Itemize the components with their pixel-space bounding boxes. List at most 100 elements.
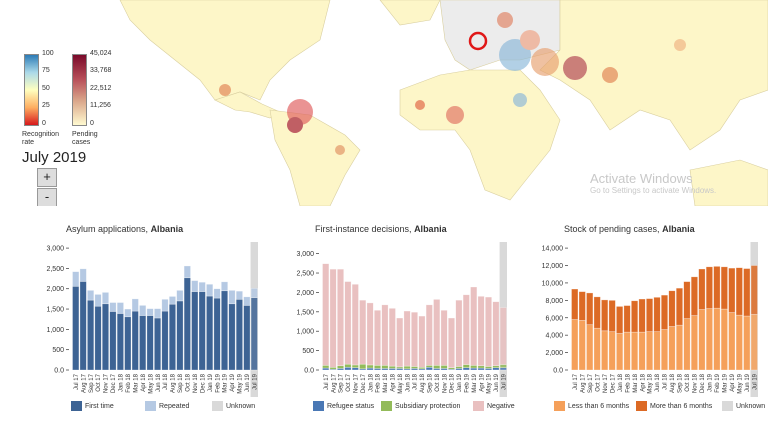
legend-swatch: [636, 401, 647, 411]
bar-segment: [336, 365, 344, 369]
bar-segment: [396, 317, 404, 368]
bar-segment: [79, 268, 87, 282]
y-tick-label: 1,500: [46, 307, 64, 314]
zoom-in-button[interactable]: +: [37, 168, 57, 187]
africa-landmass[interactable]: [399, 69, 561, 201]
bar-segment: [168, 303, 176, 371]
bar-segment: [743, 315, 751, 371]
x-tick-label: Mar 19: [472, 373, 478, 392]
zoom-out-button[interactable]: -: [37, 188, 57, 206]
bar-segment: [578, 320, 586, 371]
legend-tick: 45,024: [90, 50, 112, 57]
x-tick-label: Dec 18: [700, 373, 706, 393]
y-tick-label: 4,000: [545, 333, 563, 340]
greenland-landmass[interactable]: [379, 0, 441, 26]
bar-segment: [638, 298, 646, 333]
bar-segment: [720, 266, 728, 310]
bar-segment: [344, 281, 352, 365]
x-tick-label: Aug 18: [670, 373, 676, 393]
x-tick-label: Jul 17: [74, 373, 80, 390]
x-tick-label: Sep 18: [678, 373, 684, 393]
x-tick-label: Jun 18: [405, 373, 411, 392]
x-tick-label: Jul 17: [324, 373, 330, 390]
x-tick-label: Aug 18: [420, 373, 426, 393]
bar-segment: [713, 266, 721, 309]
x-tick-label: Sep 17: [89, 373, 95, 393]
x-tick-label: Jan 18: [618, 373, 624, 392]
legend-tick: 50: [42, 85, 50, 92]
bar-segment: [351, 367, 359, 371]
bar-segment: [593, 327, 601, 371]
chart-title: Asylum applications, Albania: [66, 224, 183, 234]
bar-segment: [191, 291, 199, 371]
map-canvas[interactable]: [0, 0, 768, 206]
bar-segment: [623, 305, 631, 333]
bar-segment: [418, 315, 426, 368]
bar-segment: [425, 366, 433, 371]
x-tick-label: Apr 19: [730, 373, 736, 391]
x-tick-label: Nov 17: [104, 373, 110, 393]
bar-segment: [94, 294, 102, 307]
selected-country-marker[interactable]: [468, 31, 488, 51]
bar-segment: [139, 305, 147, 316]
bar-segment: [79, 281, 87, 371]
bar-segment: [403, 310, 411, 367]
x-tick-label: Feb 19: [715, 373, 721, 392]
x-tick-label: Nov 17: [354, 373, 360, 393]
legend-repeated[interactable]: Repeated: [145, 401, 189, 411]
legend-subsidiary-protection[interactable]: Subsidiary protection: [381, 401, 460, 411]
legend-negative[interactable]: Negative: [473, 401, 515, 411]
pending-cases-chart: Stock of pending cases, Albania 14,000 12…: [518, 215, 768, 424]
bar-segment: [586, 292, 594, 326]
y-tick-label: 0.0: [54, 368, 64, 375]
bar-segment: [351, 283, 359, 366]
legend-swatch: [473, 401, 484, 411]
bar-segment: [608, 300, 616, 332]
bar-segment: [477, 365, 485, 369]
watermark-line: Activate Windows: [590, 171, 693, 186]
bar-segment: [124, 308, 132, 318]
south-america-landmass[interactable]: [269, 109, 361, 206]
y-tick-label: 500: [52, 347, 64, 354]
bar-segment: [705, 266, 713, 309]
chart-title: First-instance decisions, Albania: [315, 224, 447, 234]
x-tick-label: Oct 17: [346, 373, 352, 391]
bar-segment: [381, 304, 389, 366]
bar-segment: [101, 292, 110, 305]
legend-refugee-status[interactable]: Refugee status: [313, 401, 374, 411]
bar-segment: [243, 296, 251, 306]
legend-unknown[interactable]: Unknown: [212, 401, 255, 411]
x-tick-label: Aug 18: [171, 373, 177, 393]
bar-segment: [660, 294, 669, 330]
australia-landmass[interactable]: [689, 159, 768, 206]
legend-tick: 0: [42, 120, 46, 127]
x-tick-label: Jan 19: [208, 373, 214, 392]
x-tick-label: Nov 18: [193, 373, 199, 393]
x-tick-label: Sep 18: [178, 373, 184, 393]
bar-segment: [191, 280, 199, 292]
bar-segment: [329, 268, 337, 368]
x-tick-label: Mar 19: [223, 373, 229, 392]
bar-segment: [139, 315, 147, 371]
legend-label: Refugee status: [327, 402, 375, 410]
bar-segment: [425, 304, 433, 366]
windows-activation-watermark: Activate Windows Go to Settings to activa…: [590, 172, 716, 196]
legend-label: Subsidiary protection: [395, 402, 461, 410]
chart-title-text: Stock of pending cases,: [564, 224, 660, 234]
bar-segment: [608, 331, 616, 371]
y-tick-label: 2,000: [46, 286, 64, 293]
legend-less-than-6-months[interactable]: Less than 6 months: [554, 401, 629, 411]
x-tick-label: May 18: [398, 373, 404, 393]
bar-segment: [690, 276, 698, 316]
legend-unknown[interactable]: Unknown: [722, 401, 765, 411]
world-map[interactable]: 100 75 50 25 0 Recognition rate 45,024 3…: [0, 0, 768, 206]
legend-first-time[interactable]: First time: [71, 401, 114, 411]
bar-segment: [101, 303, 110, 371]
bar-segment: [322, 263, 330, 366]
legend-label: Repeated: [159, 402, 190, 410]
legend-tick: 100: [42, 50, 54, 57]
legend-more-than-6-months[interactable]: More than 6 months: [636, 401, 712, 411]
asylum-applications-chart: Asylum applications, Albania 3,000 2,500 2…: [20, 215, 276, 424]
bar-segment: [433, 299, 441, 366]
